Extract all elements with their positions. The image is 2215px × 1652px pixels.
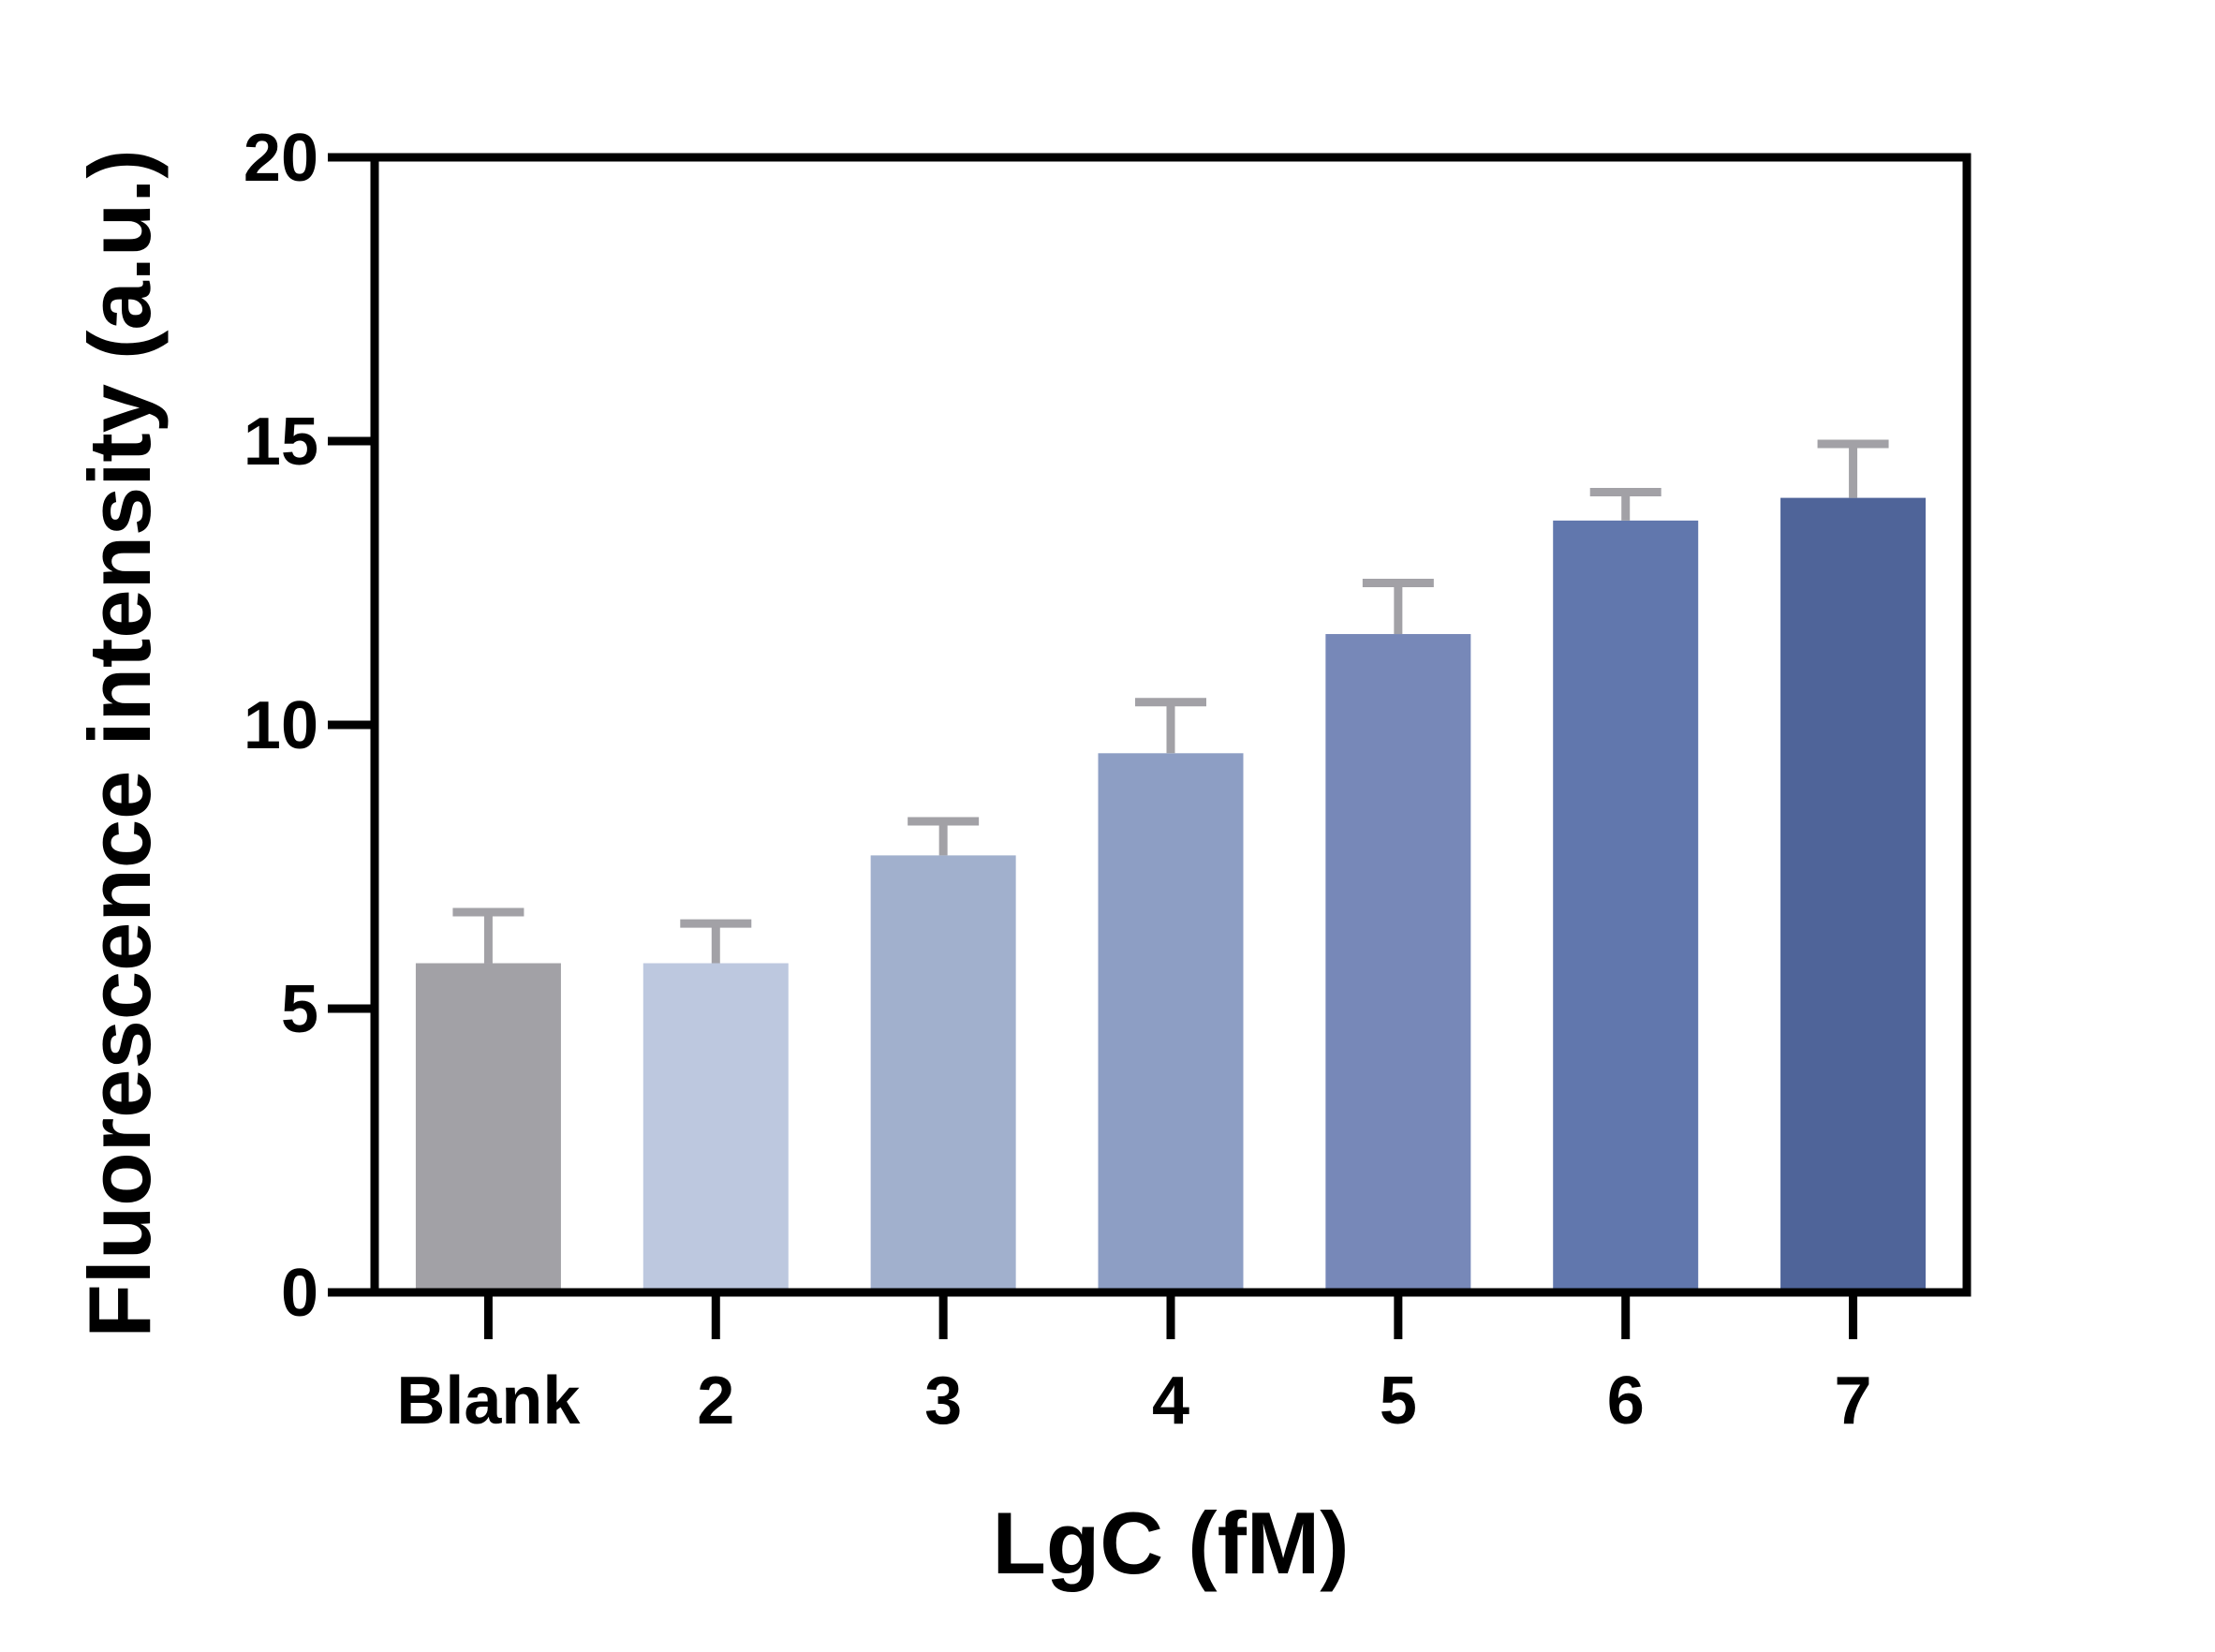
x-tick-label-6: 7 — [1835, 1364, 1872, 1438]
y-tick-label-1: 5 — [281, 972, 318, 1047]
y-axis: 0 5 10 15 20 — [244, 121, 375, 1331]
error-bars-layer — [452, 439, 1889, 964]
error-bar-3 — [1135, 698, 1206, 754]
error-bar-4 — [1362, 579, 1434, 635]
bars-layer — [415, 497, 1927, 1292]
x-axis-title: LgC (fM) — [992, 1494, 1349, 1592]
y-tick-label-2: 10 — [244, 688, 318, 763]
y-tick-label-4: 20 — [244, 121, 318, 196]
error-bar-5 — [1589, 488, 1661, 521]
bar-1 — [642, 963, 789, 1292]
x-tick-label-5: 6 — [1607, 1364, 1645, 1438]
x-tick-label-4: 5 — [1380, 1364, 1417, 1438]
x-tick-label-0: Blank — [396, 1364, 581, 1438]
x-tick-label-2: 3 — [924, 1364, 962, 1438]
bar-5 — [1553, 520, 1699, 1292]
y-tick-label-3: 15 — [244, 405, 318, 479]
error-bar-0 — [452, 907, 524, 964]
error-bar-2 — [908, 817, 980, 856]
y-tick-label-0: 0 — [281, 1256, 318, 1331]
bar-4 — [1325, 634, 1471, 1292]
y-axis-title: Fluorescence intensity (a.u.) — [70, 149, 169, 1337]
bar-0 — [415, 963, 561, 1292]
x-axis: Blank 2 3 4 5 6 7 — [396, 1292, 1872, 1438]
error-bar-6 — [1817, 439, 1889, 498]
bar-3 — [1098, 753, 1244, 1292]
bar-6 — [1780, 497, 1927, 1292]
bar-2 — [870, 855, 1016, 1292]
x-tick-label-1: 2 — [697, 1364, 734, 1438]
error-bar-1 — [680, 919, 752, 964]
x-tick-label-3: 4 — [1152, 1364, 1189, 1438]
